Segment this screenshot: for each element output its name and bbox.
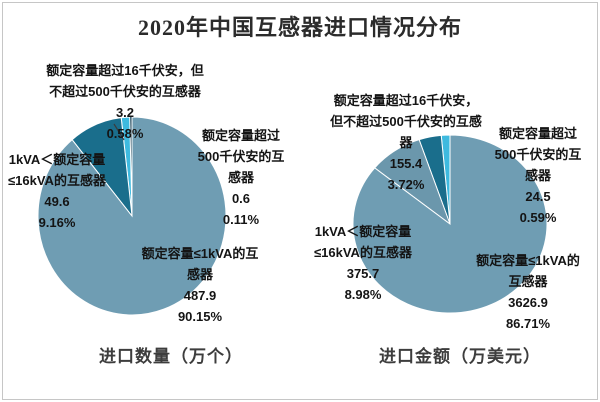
- pie-slice: [352, 134, 548, 314]
- axis-title-import-quantity: 进口数量（万个）: [99, 347, 243, 366]
- callout-quantity-under1kva: 额定容量≤1kVA的互 感器 487.9 90.15%: [141, 246, 259, 324]
- callout-quantity-over500kva: 额定容量超过 500千伏安的互 感器 0.6 0.11%: [197, 128, 285, 227]
- callout-value-over500kva: 额定容量超过 500千伏安的互 感器 24.5 0.59%: [494, 126, 582, 225]
- leader-line: [113, 123, 125, 141]
- callout-quantity-1to16kva: 1kVA＜额定容量 ≤16kVA的互感器 49.6 9.16%: [8, 152, 106, 230]
- callout-quantity-16to500kva: 额定容量超过16千伏安，但 不超过500千伏安的互感器 3.2 0.58%: [46, 63, 204, 141]
- callout-value-16to500kva: 额定容量超过16千伏安， 但不超过500千伏安的互感 器 155.4 3.72%: [330, 93, 482, 192]
- axis-title-import-value: 进口金额（万美元）: [379, 347, 541, 366]
- pie-slice: [37, 116, 227, 316]
- callout-value-under1kva: 额定容量≤1kVA的 互感器 3626.9 86.71%: [476, 253, 580, 331]
- chart-title: 2020年中国互感器进口情况分布: [137, 15, 462, 40]
- callout-value-1to16kva: 1kVA＜额定容量 ≤16kVA的互感器 375.7 8.98%: [314, 224, 412, 302]
